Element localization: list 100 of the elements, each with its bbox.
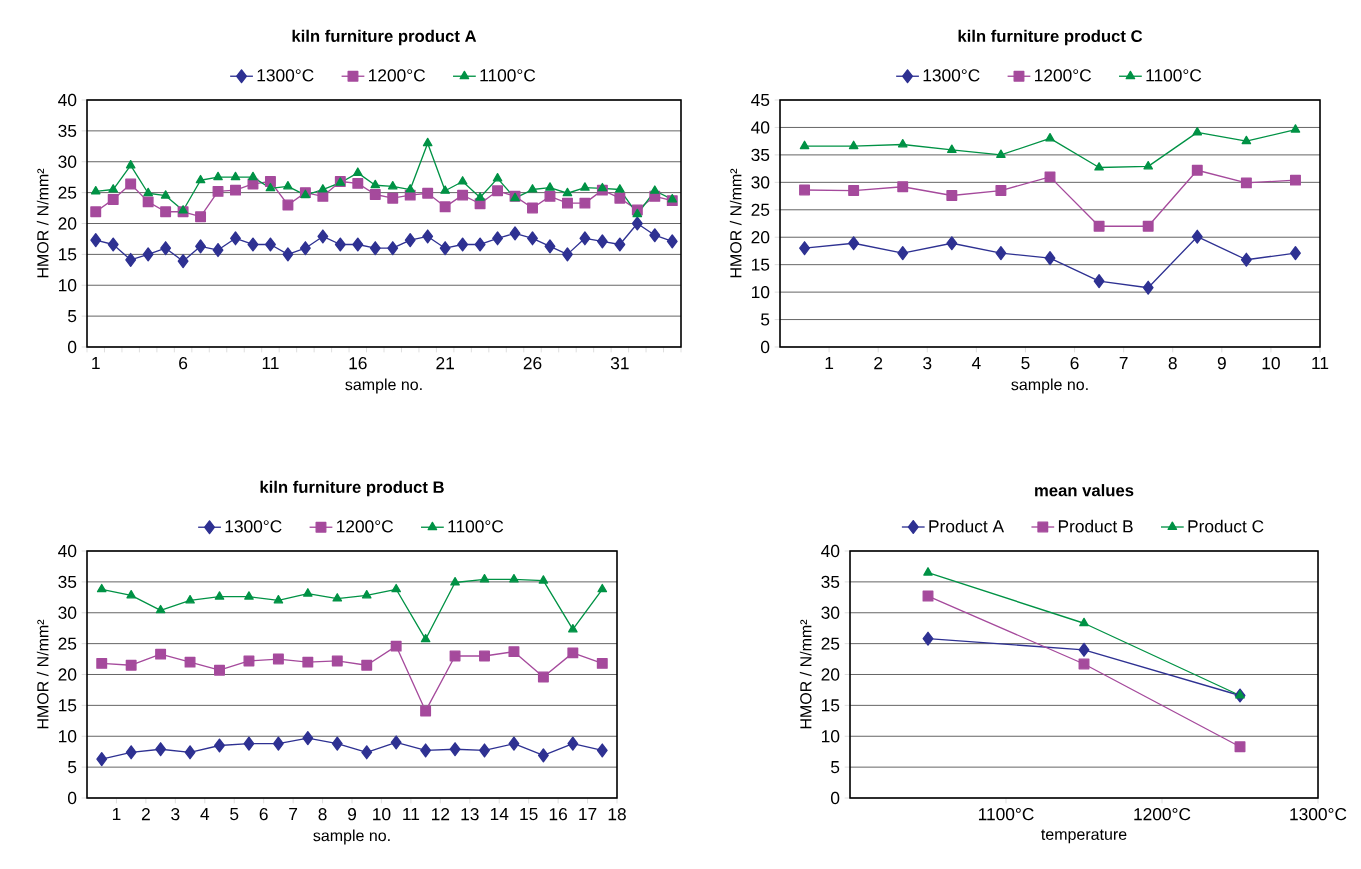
y-tick-label: 40 (58, 93, 77, 107)
y-axis-title: HMOR / N/mm² (36, 619, 49, 729)
legend-label: Product B (1058, 519, 1133, 533)
legend-label: 1200°C (1035, 69, 1092, 82)
y-axis-title: HMOR / N/mm² (799, 619, 812, 729)
x-tick-label: 2 (874, 357, 883, 370)
x-tick-label: 8 (1168, 357, 1177, 370)
y-tick-label: 25 (821, 637, 840, 650)
legend-label: 1200°C (369, 69, 426, 82)
y-tick-label: 10 (59, 279, 77, 292)
x-tick-label: 2 (141, 808, 150, 821)
y-tick-label: 40 (751, 121, 770, 134)
y-tick-label: 5 (831, 761, 840, 774)
y-tick-label: 35 (751, 148, 770, 162)
x-tick-label: 12 (432, 808, 450, 821)
x-tick-label: 10 (373, 808, 391, 821)
y-tick-label: 20 (58, 668, 77, 681)
x-tick-label: 3 (171, 808, 180, 821)
y-tick-label: 15 (59, 248, 77, 261)
x-tick-label: 6 (259, 808, 268, 821)
x-tick-label: 1 (112, 808, 121, 820)
y-axis-title: HMOR / N/mm² (729, 168, 742, 278)
y-axis-title: HMOR / N/mm² (36, 168, 49, 278)
y-tick-label: 20 (58, 217, 77, 230)
x-tick-label: 16 (349, 357, 367, 370)
x-tick-label: 3 (923, 357, 932, 370)
x-tick-label: 6 (179, 357, 188, 370)
y-tick-label: 0 (760, 340, 770, 354)
y-tick-label: 30 (58, 606, 77, 619)
x-tick-label: 8 (318, 808, 327, 821)
x-tick-label: 1 (825, 357, 834, 369)
y-tick-label: 10 (58, 730, 77, 743)
y-tick-label: 10 (822, 730, 840, 743)
x-tick-label: 4 (971, 357, 981, 369)
x-tick-label: 7 (289, 808, 298, 820)
chart-title: mean values (1035, 484, 1134, 497)
y-tick-label: 30 (58, 155, 77, 168)
x-tick-label: 14 (490, 808, 509, 820)
y-tick-label: 10 (752, 285, 770, 299)
x-axis-title: sample no. (313, 829, 390, 845)
x-tick-label: 17 (579, 808, 597, 820)
x-tick-label: 21 (436, 357, 454, 370)
x-tick-label: 1 (92, 357, 100, 369)
x-tick-label: 13 (461, 808, 479, 821)
x-tick-label: 16 (549, 808, 567, 821)
chart-title: kiln furniture product C (958, 29, 1143, 46)
x-tick-label: 1300°C (1290, 808, 1347, 821)
x-tick-label: 15 (520, 808, 538, 821)
x-tick-label: 26 (523, 357, 542, 370)
x-axis-title: sample no. (1011, 378, 1088, 394)
legend-label: 1100°C (448, 520, 504, 533)
y-tick-label: 15 (58, 699, 77, 712)
x-tick-label: 7 (1119, 357, 1128, 369)
legend-label: Product A (929, 519, 1005, 533)
y-tick-label: 5 (68, 310, 77, 323)
x-tick-label: 9 (348, 808, 357, 821)
x-tick-label: 11 (262, 357, 279, 369)
legend-label: Product C (1188, 519, 1264, 533)
x-tick-label: 11 (403, 808, 420, 820)
y-tick-label: 30 (821, 606, 840, 619)
x-tick-label: 18 (608, 808, 626, 821)
y-tick-label: 20 (751, 231, 770, 244)
legend-label: 1300°C (225, 520, 282, 533)
x-tick-label: 9 (1217, 357, 1226, 370)
y-tick-label: 5 (761, 313, 770, 326)
x-tick-label: 5 (1021, 357, 1030, 370)
chart-title: kiln furniture product B (260, 480, 444, 497)
y-tick-label: 25 (751, 203, 770, 216)
x-tick-label: 6 (1070, 357, 1079, 370)
y-tick-label: 30 (751, 176, 770, 189)
legend-label: 1300°C (257, 69, 314, 82)
y-tick-label: 35 (58, 575, 77, 589)
x-axis-title: sample no. (345, 378, 422, 394)
x-tick-label: 10 (1262, 357, 1280, 370)
y-tick-label: 35 (821, 575, 840, 589)
y-tick-label: 25 (58, 186, 77, 199)
y-tick-label: 25 (58, 637, 77, 650)
y-tick-label: 5 (68, 761, 77, 774)
chart-title: kiln furniture product A (292, 29, 477, 46)
y-tick-label: 35 (58, 124, 77, 138)
y-tick-label: 40 (821, 544, 840, 558)
y-tick-label: 40 (58, 544, 77, 558)
x-tick-label: 1100°C (978, 808, 1034, 821)
y-tick-label: 0 (67, 791, 77, 805)
x-tick-label: 11 (1312, 357, 1329, 369)
legend-label: 1100°C (1146, 69, 1202, 82)
x-tick-label: 31 (610, 357, 629, 370)
legend-label: 1300°C (923, 69, 980, 82)
x-tick-label: 4 (200, 808, 210, 820)
x-tick-label: 5 (230, 808, 239, 821)
y-tick-label: 15 (822, 699, 840, 712)
y-tick-label: 45 (751, 93, 770, 107)
x-tick-label: 1200°C (1134, 808, 1191, 821)
y-tick-label: 0 (830, 791, 840, 805)
legend-label: 1200°C (337, 520, 394, 533)
legend-label: 1100°C (480, 69, 536, 82)
y-tick-label: 20 (821, 668, 840, 681)
x-axis-title: temperature (1041, 829, 1127, 844)
y-tick-label: 0 (67, 340, 77, 354)
y-tick-label: 15 (752, 258, 770, 271)
